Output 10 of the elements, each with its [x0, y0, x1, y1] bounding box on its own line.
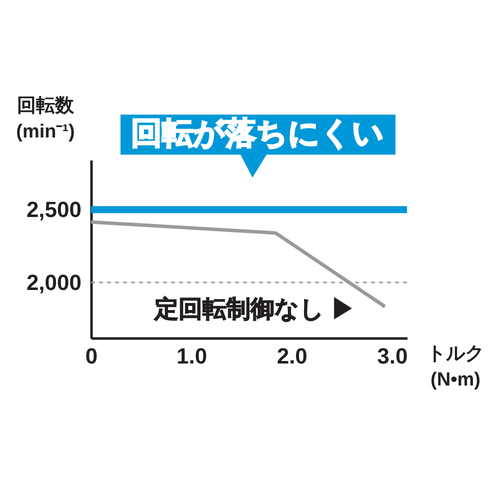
y-axis-title: 回転数 (min⁻¹) [16, 96, 75, 142]
annotation: 回転が落ちにくい [131, 116, 384, 151]
x-tick-label: 3.0 [377, 344, 408, 368]
annotation: 定回転制御なし ▶ [153, 296, 355, 323]
x-tick-label: 0 [85, 344, 98, 368]
y-tick-label: 2,500 [26, 197, 82, 222]
x-axis-title: トルク (N•m) [427, 344, 484, 390]
x-tick-label: 2.0 [276, 344, 308, 368]
x-tick-label: 1.0 [176, 344, 208, 368]
y-tick-label: 2,000 [26, 270, 82, 296]
